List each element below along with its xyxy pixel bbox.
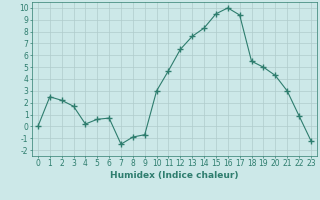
X-axis label: Humidex (Indice chaleur): Humidex (Indice chaleur) — [110, 171, 239, 180]
